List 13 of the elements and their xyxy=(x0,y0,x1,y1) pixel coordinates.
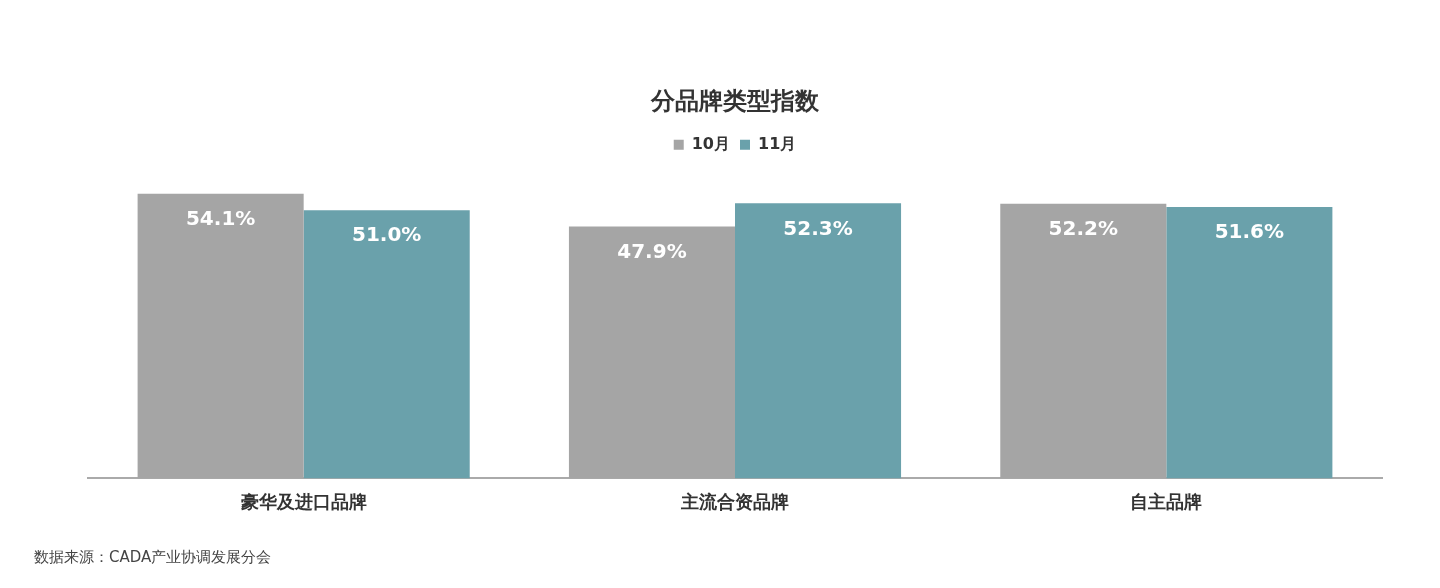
x-tick-label: 自主品牌 xyxy=(1130,490,1203,512)
legend-label: 10月 xyxy=(691,133,730,153)
chart-title: 分品牌类型指数 xyxy=(650,86,820,115)
data-label: 51.0% xyxy=(352,222,422,247)
data-label: 52.2% xyxy=(1048,216,1118,241)
x-tick-label: 豪华及进口品牌 xyxy=(239,490,367,512)
legend-label: 11月 xyxy=(758,133,797,153)
data-label: 47.9% xyxy=(617,238,687,263)
data-label: 52.3% xyxy=(783,215,853,240)
x-tick-label: 主流合资品牌 xyxy=(680,490,789,512)
data-label: 51.6% xyxy=(1214,219,1285,244)
data-label: 54.1% xyxy=(185,206,256,231)
source-note: 数据来源：CADA产业协调发展分会 xyxy=(34,548,273,567)
